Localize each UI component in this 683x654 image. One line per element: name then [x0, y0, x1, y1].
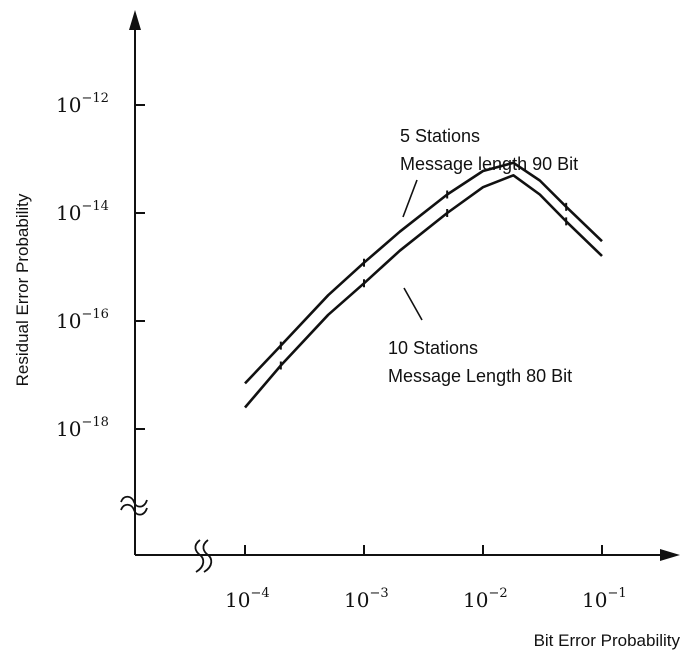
- x-axis-break-mark-2: [202, 539, 213, 573]
- y-tick-label: 10−14: [56, 199, 109, 225]
- y-tick-label: 10−12: [56, 91, 109, 117]
- series-label-line-2: Message length 90 Bit: [400, 154, 578, 174]
- y-axis-break-mark: [120, 495, 148, 508]
- x-axis-arrow: [660, 549, 680, 561]
- y-axis-arrow: [129, 10, 141, 30]
- x-tick-label: 10−4: [225, 586, 270, 612]
- x-tick-label: 10−1: [582, 586, 627, 612]
- y-tick-label: 10−16: [56, 307, 109, 333]
- series-label-leader: [403, 287, 423, 321]
- x-axis-title: Bit Error Probability: [534, 631, 681, 650]
- series-label-line-1: 10 Stations: [388, 338, 478, 358]
- x-axis-break-mark: [194, 539, 205, 573]
- series-label-line-2: Message Length 80 Bit: [388, 366, 572, 386]
- y-tick-label: 10−18: [56, 415, 109, 441]
- series-label-leader: [402, 179, 418, 218]
- x-tick-label: 10−2: [463, 586, 508, 612]
- y-axis-break-mark-2: [120, 503, 148, 516]
- x-tick-label: 10−3: [344, 586, 389, 612]
- series-label-line-1: 5 Stations: [400, 126, 480, 146]
- y-axis-title: Residual Error Probability: [13, 193, 32, 386]
